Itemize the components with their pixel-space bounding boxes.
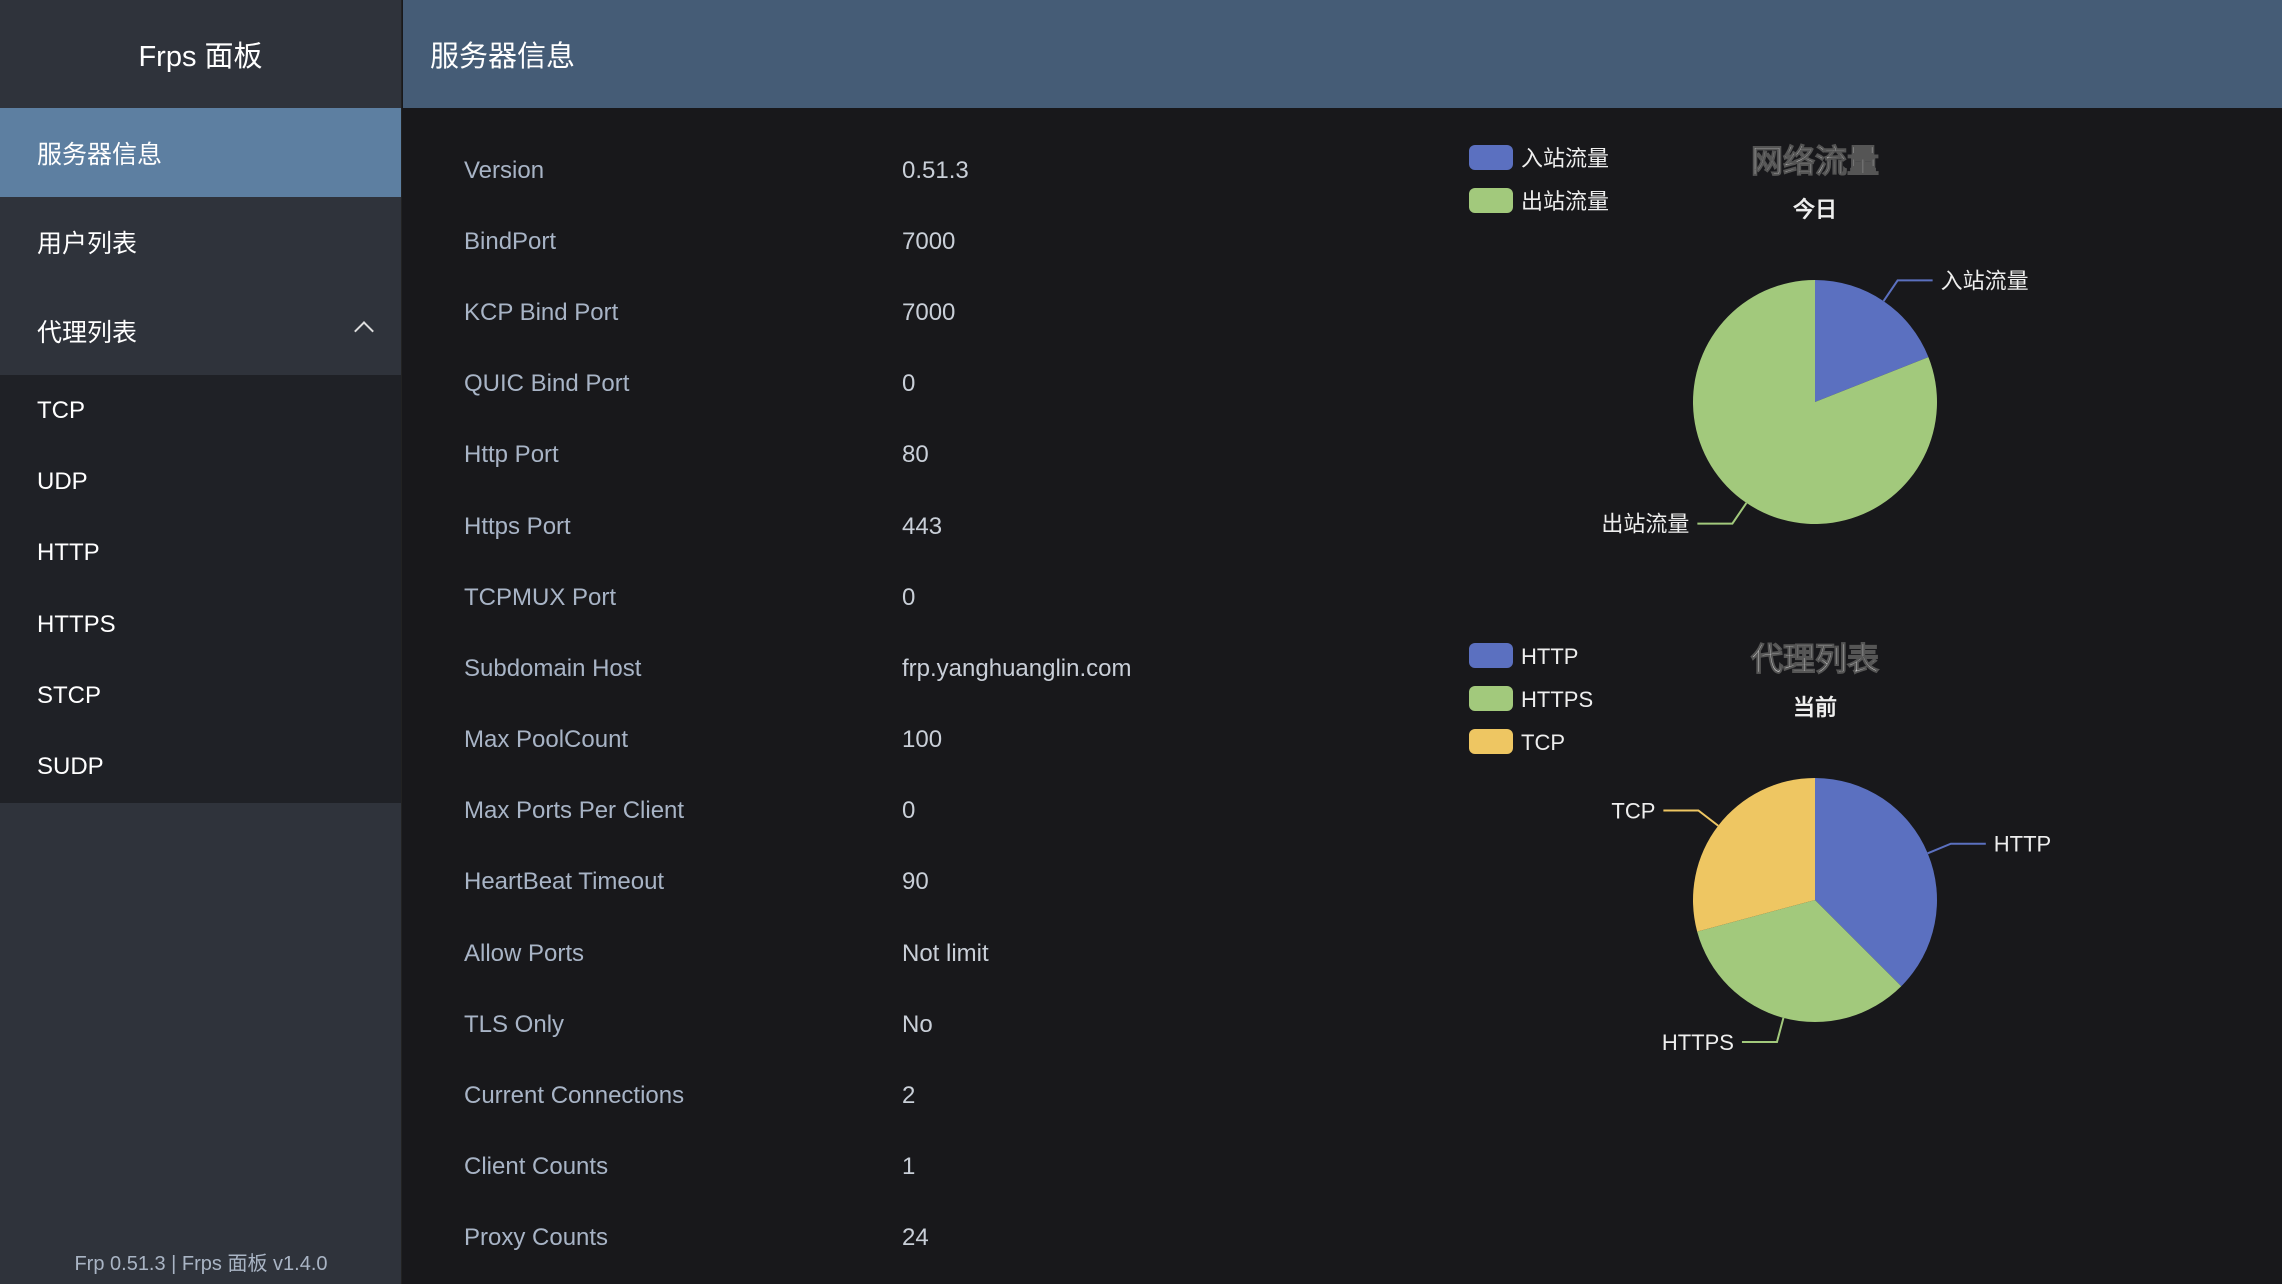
info-value: 7000: [902, 298, 956, 326]
info-key: TCPMUX Port: [464, 583, 617, 611]
legend-label[interactable]: 出站流量: [1521, 189, 1609, 214]
submenu-item-sudp[interactable]: SUDP: [37, 753, 104, 781]
info-value: 0: [902, 583, 916, 611]
chart-title: 代理列表: [1750, 641, 1879, 677]
info-value: Not limit: [902, 939, 989, 967]
legend-swatch[interactable]: [1469, 686, 1513, 711]
info-row: Allow Ports Not limit: [464, 918, 1131, 989]
legend-swatch[interactable]: [1469, 643, 1513, 668]
pie-slice[interactable]: [1815, 280, 1929, 402]
submenu-item-stcp[interactable]: STCP: [37, 681, 102, 709]
brand-title: Frps 面板: [138, 41, 263, 73]
info-row: Max PoolCount 100: [464, 705, 1131, 776]
info-value: 0: [902, 370, 916, 398]
info-key: QUIC Bind Port: [464, 370, 630, 398]
info-value: 7000: [902, 227, 956, 255]
info-value: 80: [902, 441, 929, 469]
info-key: KCP Bind Port: [464, 298, 619, 326]
info-key: Max PoolCount: [464, 726, 629, 754]
info-value: 443: [902, 512, 943, 540]
info-key: Https Port: [464, 512, 571, 540]
pie-slice[interactable]: [1692, 280, 1937, 524]
info-key: Max Ports Per Client: [464, 797, 685, 825]
chart-title: 网络流量: [1751, 143, 1879, 179]
info-value: 0: [902, 797, 916, 825]
info-key: HeartBeat Timeout: [464, 868, 665, 896]
info-row: TCPMUX Port 0: [464, 562, 1131, 633]
sidebar-item-label: 服务器信息: [37, 140, 163, 169]
legend-label[interactable]: TCP: [1521, 730, 1565, 755]
submenu-item-udp[interactable]: UDP: [37, 467, 88, 495]
legend-label[interactable]: HTTPS: [1521, 687, 1593, 712]
sidebar: Frps 面板 服务器信息 用户列表 代理列表 TCP UDP HTTP HTT…: [0, 0, 402, 1284]
slice-label: TCP: [1611, 799, 1655, 824]
chart-subtitle: 今日: [1793, 197, 1837, 222]
label-line: [1697, 502, 1748, 525]
slice-label: 入站流量: [1941, 268, 2029, 293]
sidebar-item-user-list[interactable]: 用户列表: [0, 197, 401, 286]
pie-slice[interactable]: [1815, 778, 1937, 987]
info-value: frp.yanghuanglin.com: [902, 654, 1132, 682]
info-value: 0.51.3: [902, 156, 969, 184]
sidebar-item-label: 用户列表: [37, 229, 138, 258]
submenu-item-tcp[interactable]: TCP: [37, 396, 85, 424]
info-row: Https Port 443: [464, 491, 1131, 562]
legend-swatch[interactable]: [1469, 729, 1513, 754]
pie-slice[interactable]: [1693, 778, 1815, 932]
info-value: 24: [902, 1224, 929, 1252]
info-row: Subdomain Host frp.yanghuanglin.com: [464, 633, 1131, 704]
label-line: [1663, 809, 1719, 827]
page-header: 服务器信息: [403, 0, 2282, 108]
info-value: 90: [902, 868, 929, 896]
info-row: BindPort 7000: [464, 206, 1131, 277]
info-key: TLS Only: [464, 1010, 565, 1038]
info-row: Current Connections 2: [464, 1060, 1131, 1131]
info-row: HeartBeat Timeout 90: [464, 847, 1131, 918]
info-key: Allow Ports: [464, 939, 585, 967]
info-row: Http Port 80: [464, 420, 1131, 491]
page-title: 服务器信息: [430, 41, 576, 73]
label-line: [1882, 279, 1933, 302]
info-key: Current Connections: [464, 1082, 685, 1110]
info-row: TLS Only No: [464, 989, 1131, 1060]
slice-label: HTTP: [1994, 832, 2051, 857]
slice-label: 出站流量: [1601, 512, 1689, 537]
label-line: [1927, 842, 1986, 855]
label-line: [1741, 1017, 1785, 1043]
info-value: 1: [902, 1153, 916, 1181]
sidebar-item-label: 代理列表: [37, 318, 138, 347]
sidebar-item-proxy-list[interactable]: 代理列表: [0, 286, 401, 375]
chart-subtitle: 当前: [1793, 695, 1837, 720]
info-key: Http Port: [464, 441, 559, 469]
info-row: QUIC Bind Port 0: [464, 349, 1131, 420]
proxy-submenu: TCP UDP HTTP HTTPS STCP SUDP: [0, 375, 401, 803]
info-key: Version: [464, 156, 545, 184]
sidebar-item-server-info[interactable]: 服务器信息: [0, 108, 401, 197]
legend-label[interactable]: HTTP: [1521, 644, 1578, 669]
info-row: Client Counts 1: [464, 1132, 1131, 1203]
submenu-item-http[interactable]: HTTP: [37, 539, 100, 567]
footer-version: Frp 0.51.3 | Frps 面板 v1.4.0: [74, 1253, 328, 1275]
legend-label[interactable]: 入站流量: [1521, 146, 1609, 171]
info-key: Subdomain Host: [464, 654, 642, 682]
legend-swatch[interactable]: [1469, 188, 1513, 213]
info-value: 2: [902, 1082, 916, 1110]
info-value: 100: [902, 726, 943, 754]
info-key: BindPort: [464, 227, 557, 255]
info-value: No: [902, 1010, 933, 1038]
info-key: Client Counts: [464, 1153, 609, 1181]
slice-label: HTTPS: [1662, 1030, 1734, 1055]
server-info-list: Version 0.51.3 BindPort 7000 KCP Bind Port 70…: [464, 135, 1131, 1274]
info-row: Max Ports Per Client 0: [464, 776, 1131, 847]
info-key: Proxy Counts: [464, 1224, 609, 1252]
info-row: Proxy Counts 24: [464, 1203, 1131, 1274]
legend-swatch[interactable]: [1469, 145, 1513, 170]
info-row: KCP Bind Port 7000: [464, 277, 1131, 348]
submenu-item-https[interactable]: HTTPS: [37, 610, 116, 638]
pie-slice[interactable]: [1697, 900, 1902, 1022]
info-row: Version 0.51.3: [464, 135, 1131, 206]
